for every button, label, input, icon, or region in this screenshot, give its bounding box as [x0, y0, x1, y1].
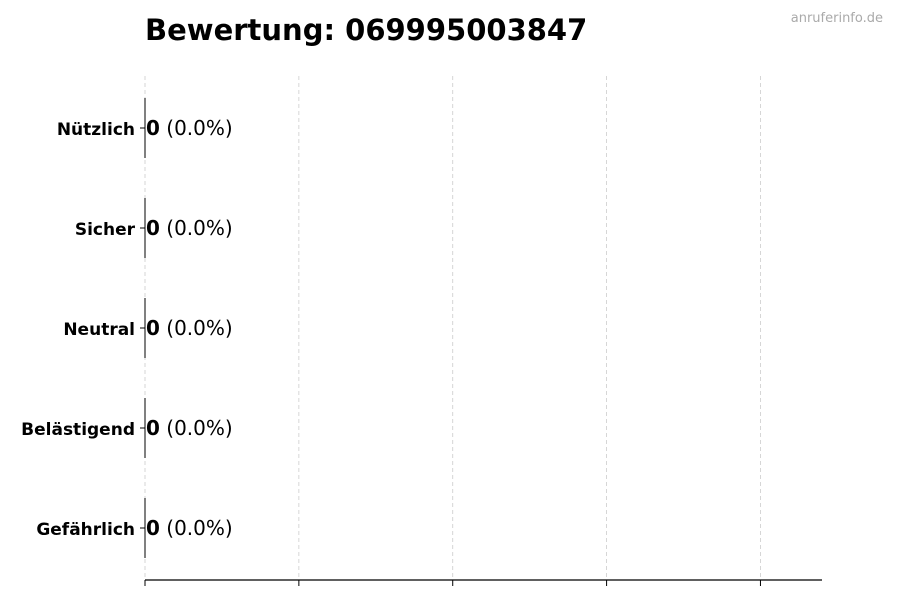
chart-title: Bewertung: 069995003847 — [145, 13, 587, 47]
percent-label: (0.0%) — [160, 116, 233, 140]
data-label: 0 (0.0%) — [146, 216, 233, 240]
percent-label: (0.0%) — [160, 416, 233, 440]
data-label: 0 (0.0%) — [146, 116, 233, 140]
percent-label: (0.0%) — [160, 516, 233, 540]
percent-label: (0.0%) — [160, 316, 233, 340]
category-label: Sicher — [75, 220, 136, 240]
count-label: 0 — [146, 516, 160, 540]
data-label: 0 (0.0%) — [146, 316, 233, 340]
data-label: 0 (0.0%) — [146, 416, 233, 440]
category-label: Gefährlich — [36, 520, 135, 540]
data-label: 0 (0.0%) — [146, 516, 233, 540]
category-label: Nützlich — [57, 120, 135, 140]
percent-label: (0.0%) — [160, 216, 233, 240]
category-label: Neutral — [63, 320, 135, 340]
category-label: Belästigend — [21, 420, 135, 440]
count-label: 0 — [146, 116, 160, 140]
count-label: 0 — [146, 316, 160, 340]
count-label: 0 — [146, 216, 160, 240]
count-label: 0 — [146, 416, 160, 440]
watermark: anruferinfo.de — [791, 11, 883, 26]
